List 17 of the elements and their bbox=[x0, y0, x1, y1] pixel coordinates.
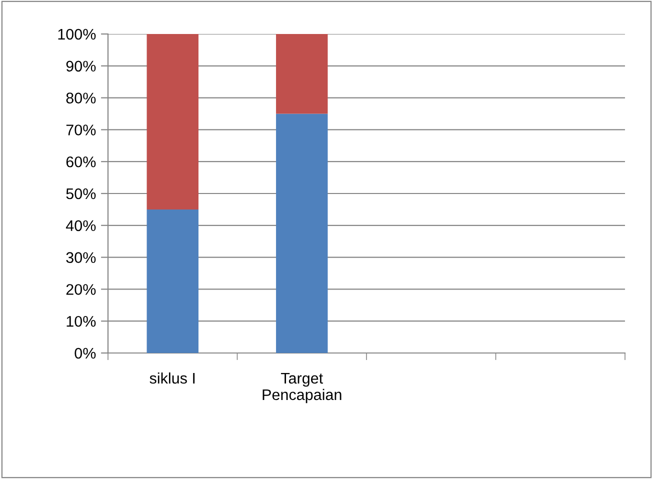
x-tick-label: Target Pencapaian bbox=[262, 373, 342, 404]
x-tick-label: siklus I bbox=[150, 372, 195, 384]
y-tick-label: 70% bbox=[66, 124, 96, 136]
y-tick-label: 100% bbox=[58, 28, 96, 40]
bar bbox=[276, 114, 328, 353]
bar bbox=[146, 209, 198, 353]
bar bbox=[146, 34, 198, 210]
y-tick-label: 30% bbox=[66, 252, 96, 263]
y-tick-label: 50% bbox=[66, 188, 96, 200]
y-tick-label: 20% bbox=[66, 284, 96, 295]
y-tick-label: 0% bbox=[74, 348, 96, 359]
y-tick-label: 10% bbox=[66, 316, 96, 327]
bar bbox=[276, 34, 328, 114]
y-tick-label: 80% bbox=[66, 92, 96, 104]
y-tick-label: 60% bbox=[66, 156, 96, 168]
y-tick-label: 40% bbox=[66, 220, 96, 232]
y-tick-label: 90% bbox=[66, 60, 96, 72]
